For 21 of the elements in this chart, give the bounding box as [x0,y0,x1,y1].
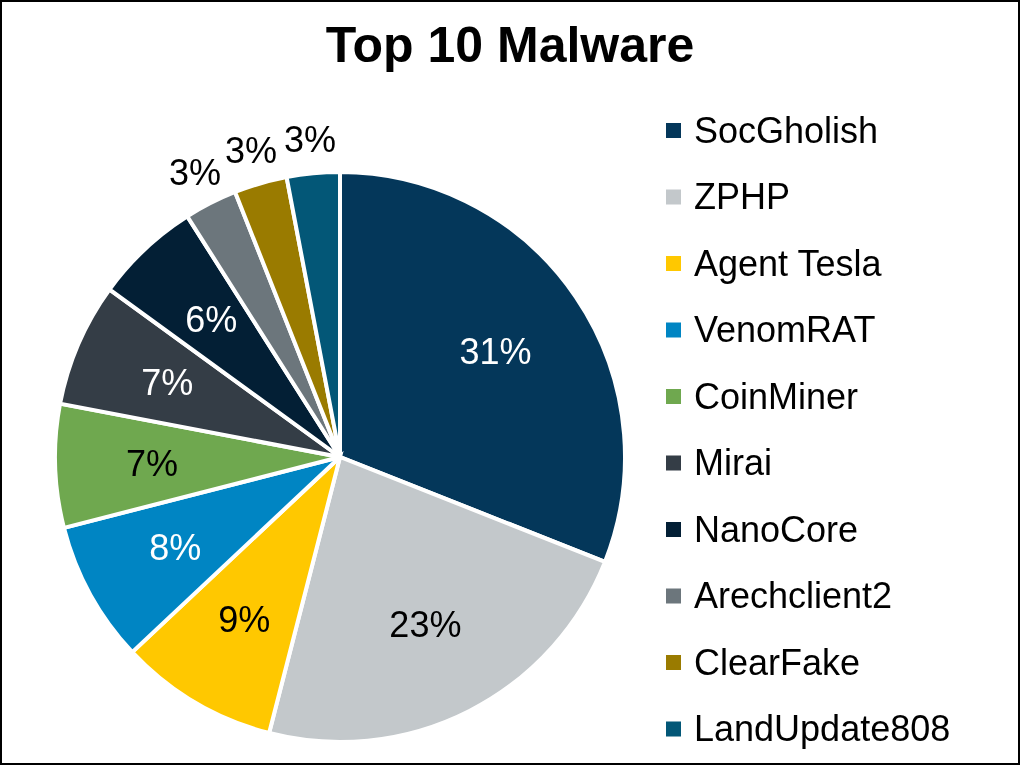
legend-label: LandUpdate808 [694,708,951,750]
legend-label: VenomRAT [694,309,876,351]
legend-label: Arechclient2 [694,575,893,617]
data-label: 7% [125,442,179,484]
chart-title: Top 10 Malware [325,17,695,73]
data-label: 6% [185,299,238,341]
data-label: 3% [169,152,222,194]
data-label: 3% [283,118,336,160]
legend-label: NanoCore [694,508,859,550]
data-label: 23% [389,604,462,646]
data-label: 7% [141,361,194,403]
data-label: 9% [218,598,271,640]
legend-label: Agent Tesla [694,242,883,284]
data-label: 3% [224,130,277,172]
legend-label: CoinMiner [694,375,859,417]
data-label: 31% [459,330,532,372]
legend-label: Mirai [694,442,772,484]
legend-label: SocGholish [694,109,879,151]
data-label: 8% [149,527,202,569]
legend-label: ZPHP [694,176,791,218]
legend-label: ClearFake [694,641,861,683]
